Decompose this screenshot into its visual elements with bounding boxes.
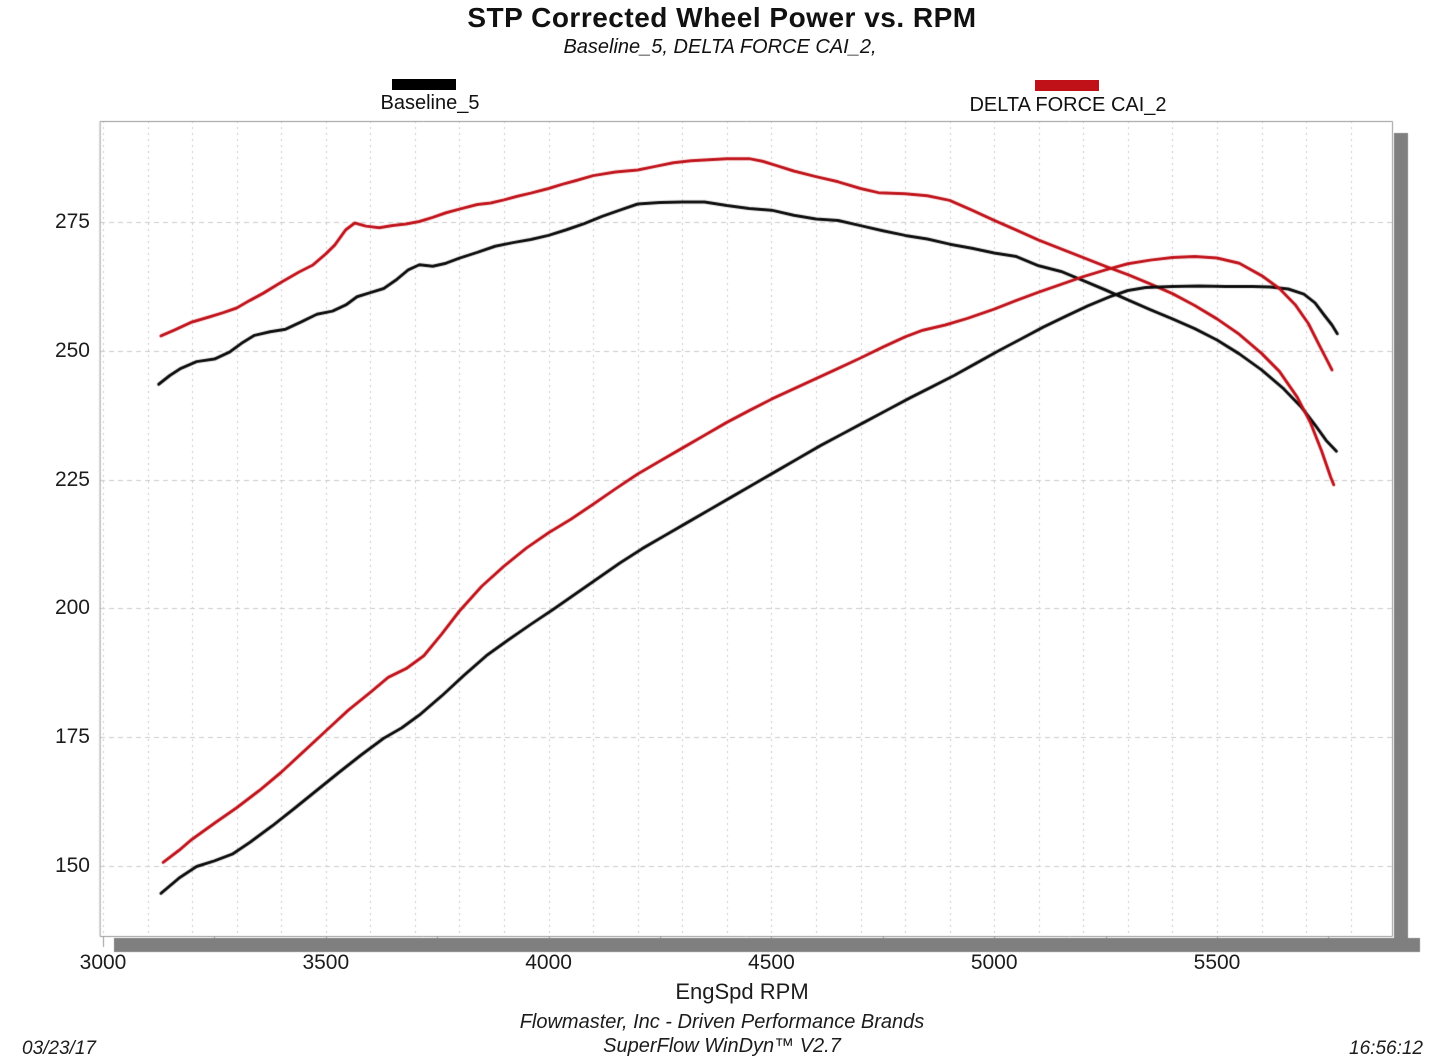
legend-label-baseline: Baseline_5	[380, 92, 480, 114]
x-tick-label: 3000	[79, 951, 127, 974]
x-axis-title: EngSpd RPM	[675, 979, 809, 1004]
y-tick-label: 200	[54, 596, 90, 620]
x-tick-label: 3500	[302, 951, 350, 974]
legend-swatch-delta-force	[1035, 80, 1099, 91]
date-stamp: 03/23/17	[22, 1038, 96, 1059]
page-subtitle: Baseline_5, DELTA FORCE CAI_2,	[563, 36, 877, 58]
footer-company: Flowmaster, Inc - Driven Performance Bra…	[519, 1011, 925, 1033]
x-tick-label: 5500	[1193, 951, 1241, 974]
y-tick-label: 250	[54, 338, 90, 362]
legend-label-delta-force: DELTA FORCE CAI_2	[969, 94, 1167, 116]
y-tick-label: 150	[54, 854, 90, 877]
footer-software: SuperFlow WinDyn™ V2.7	[603, 1035, 841, 1057]
y-tick-label: 275	[54, 210, 90, 233]
x-tick-label: 4000	[525, 951, 572, 974]
y-tick-label: 225	[54, 467, 90, 491]
page-title: STP Corrected Wheel Power vs. RPM	[467, 2, 977, 33]
x-tick-label: 4500	[748, 951, 795, 974]
y-tick-label: 175	[54, 725, 90, 749]
legend-swatch-baseline	[392, 79, 456, 90]
x-tick-label: 5000	[970, 951, 1018, 974]
time-stamp: 16:56:12	[1349, 1038, 1423, 1059]
